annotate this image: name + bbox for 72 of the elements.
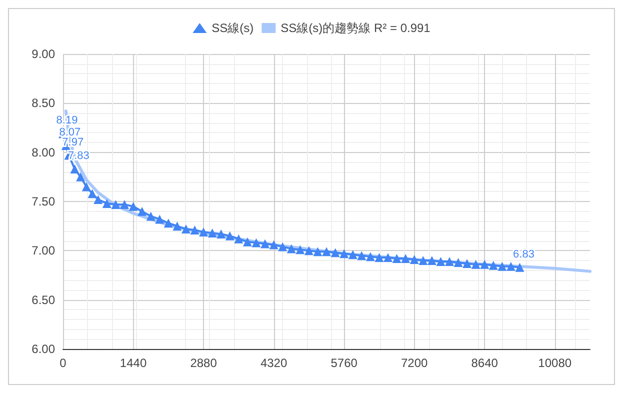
point bbox=[340, 249, 349, 258]
y-tick-label: 7.00 bbox=[32, 244, 56, 258]
x-tick-label: 5760 bbox=[330, 356, 358, 370]
point bbox=[76, 172, 86, 182]
point bbox=[120, 200, 129, 209]
point bbox=[278, 242, 288, 252]
point bbox=[357, 251, 366, 260]
point bbox=[260, 239, 270, 248]
point bbox=[436, 256, 446, 266]
point bbox=[252, 238, 261, 248]
point bbox=[418, 256, 428, 265]
legend-label: SS線(s)的趨勢線 R² = 0.991 bbox=[280, 21, 431, 35]
y-tick-label: 6.00 bbox=[32, 342, 56, 356]
point bbox=[216, 229, 226, 238]
point bbox=[234, 234, 244, 244]
point bbox=[374, 253, 384, 262]
point bbox=[366, 252, 375, 262]
point bbox=[401, 254, 410, 264]
y-tick-label: 7.50 bbox=[32, 194, 56, 208]
point bbox=[304, 246, 314, 256]
point bbox=[111, 200, 120, 209]
point bbox=[269, 240, 278, 250]
point bbox=[462, 258, 472, 268]
point bbox=[70, 164, 80, 174]
point bbox=[506, 262, 516, 271]
point bbox=[155, 214, 164, 224]
point bbox=[181, 224, 190, 234]
point bbox=[199, 227, 208, 236]
y-tick-label: 9.00 bbox=[32, 47, 56, 61]
point bbox=[225, 231, 234, 240]
point bbox=[322, 247, 331, 256]
data-label: 8.19 bbox=[56, 114, 78, 127]
point bbox=[488, 260, 498, 270]
point bbox=[286, 244, 296, 254]
point bbox=[138, 206, 147, 216]
point bbox=[348, 250, 358, 260]
point bbox=[392, 254, 402, 264]
point bbox=[444, 256, 454, 266]
point bbox=[471, 260, 480, 269]
point bbox=[242, 237, 252, 246]
point bbox=[208, 228, 217, 238]
data-label: 6.83 bbox=[513, 248, 534, 260]
point bbox=[190, 226, 200, 235]
point bbox=[82, 182, 91, 192]
y-tick-label: 6.50 bbox=[32, 292, 56, 307]
x-tick-label: 10080 bbox=[538, 356, 572, 370]
point bbox=[410, 255, 419, 264]
y-tick-label: 8.00 bbox=[32, 145, 56, 160]
point bbox=[128, 202, 138, 211]
point bbox=[94, 195, 103, 204]
point bbox=[172, 222, 182, 231]
point bbox=[427, 256, 436, 265]
point bbox=[515, 262, 524, 272]
x-tick-label: 1440 bbox=[120, 356, 147, 370]
point bbox=[330, 248, 340, 258]
point bbox=[164, 218, 173, 228]
point bbox=[498, 262, 507, 271]
point bbox=[480, 260, 490, 269]
point bbox=[146, 212, 156, 221]
x-tick-label: 4320 bbox=[260, 356, 288, 370]
legend-label: SS線(s) bbox=[212, 21, 254, 35]
point bbox=[454, 258, 463, 267]
point bbox=[102, 198, 112, 208]
x-tick-label: 8640 bbox=[471, 356, 498, 370]
x-tick-label: 7200 bbox=[400, 356, 428, 370]
point bbox=[88, 189, 97, 198]
x-tick-label: 0 bbox=[60, 356, 67, 370]
x-tick-label: 2880 bbox=[190, 356, 218, 370]
point bbox=[383, 253, 392, 262]
y-tick-label: 8.50 bbox=[32, 96, 56, 110]
point bbox=[313, 247, 322, 256]
point bbox=[296, 245, 305, 254]
